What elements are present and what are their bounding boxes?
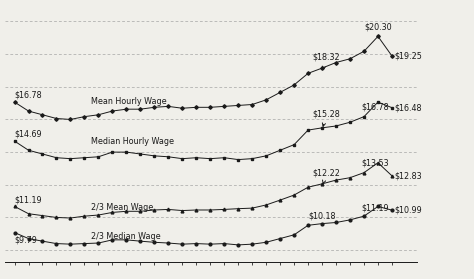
Text: $20.30: $20.30: [364, 23, 392, 32]
Text: $10.99: $10.99: [394, 206, 422, 215]
Text: $13.53: $13.53: [361, 159, 389, 168]
Text: $11.19: $11.19: [15, 195, 42, 204]
Text: $18.32: $18.32: [312, 52, 340, 69]
Text: $12.22: $12.22: [312, 168, 340, 184]
Text: $14.69: $14.69: [15, 130, 42, 139]
Text: 2/3 Mean Wage: 2/3 Mean Wage: [91, 203, 154, 212]
Text: $11.19: $11.19: [361, 204, 389, 213]
Text: $10.18: $10.18: [308, 211, 336, 220]
Text: $16.78: $16.78: [361, 103, 389, 112]
Text: $15.28: $15.28: [312, 110, 340, 126]
Text: $16.78: $16.78: [15, 90, 42, 99]
Text: 2/3 Median Wage: 2/3 Median Wage: [91, 232, 161, 241]
Text: $19.25: $19.25: [394, 51, 422, 61]
Text: $16.48: $16.48: [394, 103, 421, 112]
Text: $12.83: $12.83: [394, 171, 422, 180]
Text: $9.79: $9.79: [15, 235, 37, 244]
Text: Median Hourly Wage: Median Hourly Wage: [91, 137, 174, 146]
Text: Mean Hourly Wage: Mean Hourly Wage: [91, 97, 167, 106]
